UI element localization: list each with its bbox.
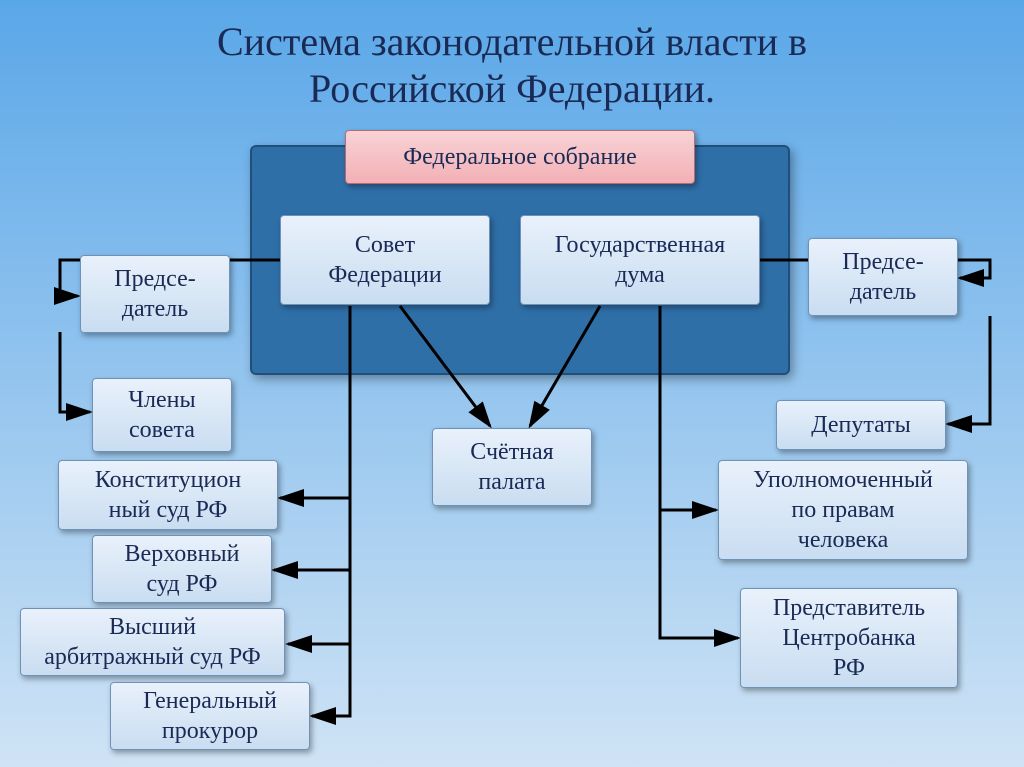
node-supreme_court: Верховный суд РФ [92,535,272,603]
node-const_court: Конституцион ный суд РФ [58,460,278,530]
node-accounts: Счётная палата [432,428,592,506]
node-chair_right: Предсе- датель [808,238,958,316]
node-members: Члены совета [92,378,232,452]
node-arbitration: Высший арбитражный суд РФ [20,608,285,676]
node-ombudsman: Уполномоченный по правам человека [718,460,968,560]
slide-title: Система законодательной власти в Российс… [0,18,1024,112]
node-state_duma: Государственная дума [520,215,760,305]
node-deputies: Депутаты [776,400,946,450]
node-chair_left: Предсе- датель [80,255,230,333]
node-centrobank: Представитель Центробанка РФ [740,588,958,688]
node-prosecutor: Генеральный прокурор [110,682,310,750]
node-council_fed: Совет Федерации [280,215,490,305]
node-federal_assembly: Федеральное собрание [345,130,695,184]
